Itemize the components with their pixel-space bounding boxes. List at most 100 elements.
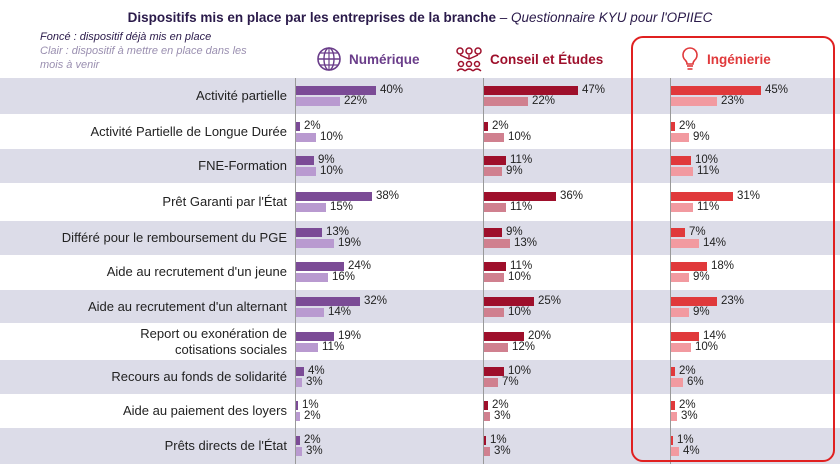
bar-dark	[484, 332, 524, 341]
bar-light	[296, 239, 334, 248]
data-label-light: 11%	[510, 201, 533, 213]
data-label-light: 10%	[695, 341, 719, 353]
bar-dark	[671, 262, 707, 271]
bar-dark	[671, 332, 699, 341]
bar-light	[671, 307, 689, 317]
category-label: Aide au recrutement d'un jeune	[106, 264, 287, 279]
bar-dark	[296, 436, 300, 445]
bar-dark	[484, 192, 556, 201]
row-stripe	[0, 360, 840, 394]
data-label-light: 14%	[703, 237, 727, 249]
data-label-dark: 2%	[679, 119, 696, 132]
bar-dark	[671, 86, 761, 95]
bar-light	[671, 273, 689, 282]
data-label-dark: 13%	[326, 226, 350, 238]
data-label-dark: 2%	[492, 398, 509, 411]
category-label: Prêt Garanti par l'État	[162, 194, 287, 209]
data-label-light: 3%	[306, 445, 323, 457]
category-label: Activité partielle	[195, 88, 287, 103]
data-label-dark: 1%	[302, 398, 319, 411]
data-label-light: 11%	[697, 165, 720, 177]
bar-dark	[484, 121, 488, 131]
bar-dark	[484, 86, 578, 95]
category-label: Activité Partielle de Longue Durée	[90, 123, 287, 139]
bar-light	[671, 203, 693, 212]
data-label-dark: 18%	[711, 260, 735, 272]
row-stripe	[0, 290, 840, 323]
bar-dark	[484, 296, 534, 306]
bar-dark	[296, 400, 298, 410]
group-header-0: Numérique	[316, 46, 420, 72]
data-label-light: 10%	[320, 165, 344, 177]
data-label-light: 14%	[328, 305, 352, 318]
data-label-light: 4%	[683, 445, 700, 457]
bar-light	[671, 132, 689, 142]
bar-light	[671, 97, 717, 106]
axis-line	[295, 78, 296, 464]
bar-light	[484, 132, 504, 142]
lightbulb-icon	[680, 46, 700, 72]
category-label: Report ou exonération de cotisations soc…	[140, 326, 287, 357]
bar-light	[296, 378, 302, 387]
bar-light	[484, 307, 504, 317]
data-label-dark: 9%	[318, 154, 335, 166]
bar-dark	[296, 332, 334, 341]
category-label: Aide au recrutement d'un alternant	[87, 298, 287, 314]
data-label-light: 23%	[721, 95, 745, 107]
group-header-2: Ingénierie	[680, 46, 771, 72]
people-network-icon	[455, 46, 483, 72]
bar-light	[296, 411, 300, 421]
bar-dark	[296, 121, 300, 131]
bar-light	[296, 447, 302, 456]
bar-light	[484, 447, 490, 456]
data-label-light: 9%	[693, 305, 710, 318]
legend: Foncé : dispositif déjà mis en place Cla…	[40, 30, 250, 72]
data-label-light: 22%	[344, 95, 368, 107]
bar-light	[671, 411, 677, 421]
data-label-dark: 2%	[679, 398, 696, 411]
row-stripe	[0, 115, 840, 148]
data-label-light: 15%	[330, 201, 354, 213]
bar-dark	[671, 121, 675, 131]
data-label-light: 12%	[512, 341, 536, 353]
data-label-dark: 45%	[765, 84, 789, 96]
ingenierie-highlight-frame	[631, 36, 835, 462]
chart-title: Dispositifs mis en place par les entrepr…	[0, 10, 840, 25]
data-label-light: 2%	[304, 409, 321, 422]
bar-light	[671, 343, 691, 352]
row-stripe	[0, 255, 840, 289]
data-label-light: 7%	[502, 376, 519, 388]
chart-title-source: Questionnaire KYU pour l'OPIIEC	[511, 10, 713, 25]
category-label: Prêts directs de l'État	[164, 438, 287, 453]
bar-light	[484, 378, 498, 387]
data-label-light: 19%	[338, 237, 362, 249]
bar-light	[671, 239, 699, 248]
bar-dark	[296, 367, 304, 376]
category-label: Recours au fonds de solidarité	[111, 369, 287, 384]
bar-light	[296, 203, 326, 212]
data-label-light: 9%	[693, 271, 710, 283]
data-label-dark: 14%	[703, 330, 727, 342]
bar-dark	[484, 228, 502, 237]
bar-dark	[671, 296, 717, 306]
data-label-dark: 4%	[308, 365, 325, 377]
bar-light	[484, 203, 506, 212]
data-label-dark: 20%	[528, 330, 552, 342]
row-stripe	[0, 221, 840, 255]
data-label-dark: 1%	[490, 434, 507, 446]
row-stripe	[0, 184, 840, 220]
data-label-light: 3%	[681, 409, 698, 422]
bar-dark	[671, 156, 691, 165]
data-label-dark: 23%	[721, 294, 745, 307]
data-label-light: 22%	[532, 95, 556, 107]
group-label: Ingénierie	[707, 51, 771, 67]
data-label-dark: 40%	[380, 84, 404, 96]
bar-dark	[296, 228, 322, 237]
data-label-light: 10%	[508, 305, 532, 318]
bar-light	[671, 447, 679, 456]
bar-dark	[671, 228, 685, 237]
data-label-dark: 32%	[364, 294, 388, 307]
data-label-dark: 2%	[304, 119, 321, 132]
data-label-light: 11%	[697, 201, 720, 213]
axis-line	[670, 78, 671, 464]
